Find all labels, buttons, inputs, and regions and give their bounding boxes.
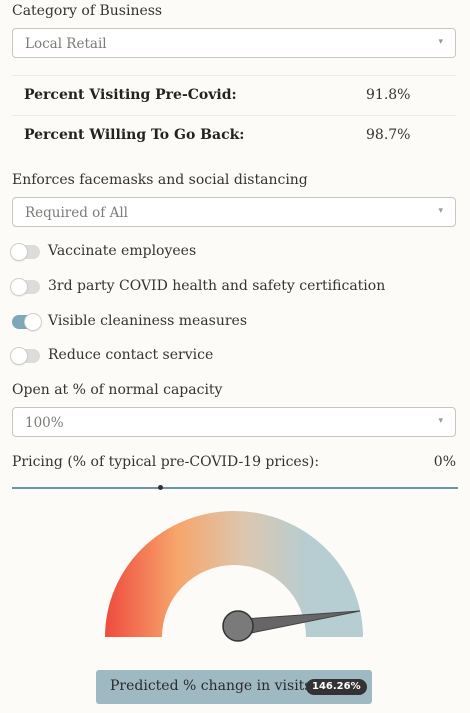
toggle-row-certification[interactable]: 3rd party COVID health and safety certif…: [11, 278, 456, 298]
toggle-row-vaccinate[interactable]: Vaccinate employees: [11, 243, 456, 263]
prediction-badge: 146.26%: [306, 679, 367, 695]
toggle-label: Reduce contact service: [48, 347, 214, 363]
toggle-knob: [25, 314, 41, 330]
pricing-slider[interactable]: [12, 482, 458, 494]
pricing-label: Pricing (% of typical pre-COVID-19 price…: [12, 454, 320, 470]
toggle-knob: [11, 279, 27, 295]
stat-value: 91.8%: [366, 87, 411, 103]
category-select[interactable]: Local Retail ▾: [12, 28, 456, 58]
chevron-down-icon: ▾: [438, 37, 443, 47]
stat-row-visiting: Percent Visiting Pre-Covid: 91.8%: [12, 75, 456, 116]
toggle-label: Vaccinate employees: [48, 243, 197, 259]
prediction-result: Predicted % change in visits: 146.26%: [96, 670, 372, 704]
facemasks-label: Enforces facemasks and social distancing: [12, 172, 308, 188]
toggle-row-contact[interactable]: Reduce contact service: [11, 347, 456, 367]
stat-row-willing: Percent Willing To Go Back: 98.7%: [12, 115, 456, 156]
gauge-needle-hub: [222, 610, 254, 642]
chevron-down-icon: ▾: [438, 206, 443, 216]
visits-gauge: [105, 511, 363, 642]
stat-value: 98.7%: [366, 127, 411, 143]
toggle-row-cleaniness[interactable]: Visible cleaniness measures: [12, 313, 456, 333]
category-label: Category of Business: [12, 3, 163, 19]
gauge-arc: [105, 511, 363, 637]
facemasks-select[interactable]: Required of All ▾: [12, 197, 456, 227]
pricing-value: 0%: [433, 454, 456, 470]
toggle-switch[interactable]: [12, 314, 41, 330]
toggle-switch[interactable]: [11, 279, 40, 295]
slider-track[interactable]: [12, 487, 458, 489]
toggle-label: Visible cleaniness measures: [48, 313, 248, 329]
capacity-label: Open at % of normal capacity: [12, 382, 223, 398]
capacity-select-value: 100%: [25, 415, 64, 431]
toggle-switch[interactable]: [11, 244, 40, 260]
prediction-label: Predicted % change in visits:: [110, 678, 317, 694]
stat-label: Percent Willing To Go Back:: [24, 127, 245, 143]
chevron-down-icon: ▾: [438, 416, 443, 426]
toggle-label: 3rd party COVID health and safety certif…: [48, 278, 386, 294]
toggle-knob: [11, 348, 27, 364]
toggle-knob: [11, 244, 27, 260]
facemasks-select-value: Required of All: [25, 205, 128, 221]
category-select-value: Local Retail: [25, 36, 107, 52]
capacity-select[interactable]: 100% ▾: [12, 407, 456, 437]
toggle-switch[interactable]: [11, 348, 40, 364]
slider-thumb[interactable]: [158, 485, 163, 490]
stat-label: Percent Visiting Pre-Covid:: [24, 87, 237, 103]
